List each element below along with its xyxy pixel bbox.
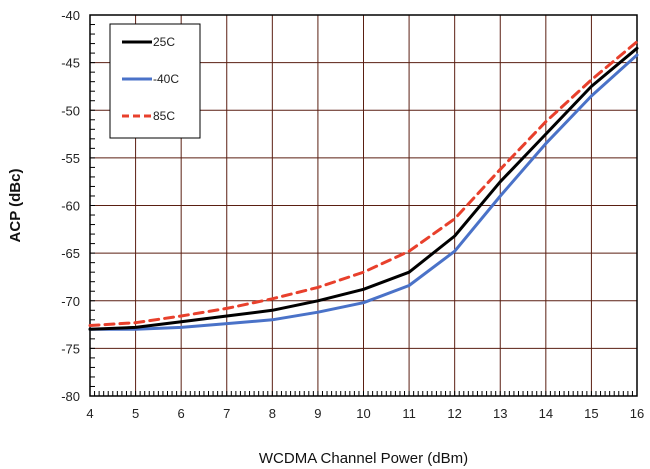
x-tick-label: 5 (132, 406, 139, 421)
x-tick-label: 13 (493, 406, 507, 421)
x-tick-label: 4 (86, 406, 93, 421)
y-tick-label: -70 (61, 294, 80, 309)
y-tick-label: -45 (61, 56, 80, 71)
y-tick-label: -50 (61, 103, 80, 118)
x-tick-label: 11 (402, 406, 416, 421)
x-tick-label: 12 (447, 406, 461, 421)
x-tick-label: 10 (356, 406, 370, 421)
y-tick-label: -75 (61, 341, 80, 356)
y-tick-label: -65 (61, 246, 80, 261)
legend-label: 85C (153, 109, 175, 123)
y-tick-label: -55 (61, 151, 80, 166)
y-tick-label: -40 (61, 8, 80, 23)
x-tick-label: 16 (630, 406, 644, 421)
y-tick-label: -80 (61, 389, 80, 404)
legend-label: -40C (153, 72, 179, 86)
series-line-85C (88, 40, 639, 327)
y-tick-label: -60 (61, 199, 80, 214)
y-tick-labels: -40 -45 -50 -55 -60 -65 -70 -75 -80 (61, 8, 80, 404)
x-tick-label: 15 (584, 406, 598, 421)
x-tick-label: 8 (269, 406, 276, 421)
plot-area (89, 14, 638, 397)
legend: 25C -40C 85C (109, 23, 201, 139)
x-tick-label: 14 (539, 406, 553, 421)
x-axis-label: WCDMA Channel Power (dBm) (259, 450, 468, 467)
legend-label: 25C (153, 35, 175, 49)
series-line-25C (88, 46, 639, 331)
x-tick-label: 9 (314, 406, 321, 421)
x-tick-label: 7 (223, 406, 230, 421)
x-tick-labels: 4 5 6 7 8 9 10 11 12 13 14 15 16 (86, 406, 644, 421)
series-lines (88, 40, 639, 331)
y-axis-label: ACP (dBc) (7, 169, 24, 243)
x-tick-label: 6 (178, 406, 185, 421)
series-line--40C (88, 53, 639, 331)
